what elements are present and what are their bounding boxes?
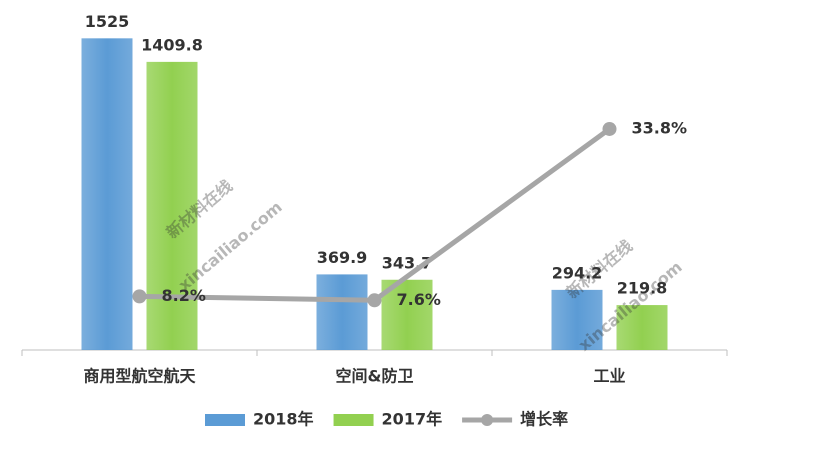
value-label: 1409.8 [141,35,203,54]
x-tick-label: 商用型航空航天 [83,367,196,386]
line-label: 7.6% [397,290,441,309]
x-tick-label: 空间&防卫 [336,367,414,386]
bar [616,305,668,350]
legend-label: 2017年 [382,410,443,429]
legend-swatch [205,414,245,426]
bar [81,38,133,350]
value-label: 294.2 [552,263,603,282]
legend-label: 增长率 [520,410,568,429]
line-marker [602,121,617,136]
x-tick-label: 工业 [593,367,625,386]
line-label: 33.8% [632,118,688,137]
bar [146,61,198,350]
value-label: 369.9 [317,248,368,267]
bar [316,274,368,350]
legend-label: 2018年 [253,410,314,429]
value-label: 219.8 [617,279,668,298]
line-marker [132,289,147,304]
value-label: 1525 [85,12,130,31]
legend-swatch [333,414,374,426]
line-label: 8.2% [162,286,206,305]
bar [551,289,603,350]
legend-swatch [481,414,494,426]
line-marker [367,293,382,308]
